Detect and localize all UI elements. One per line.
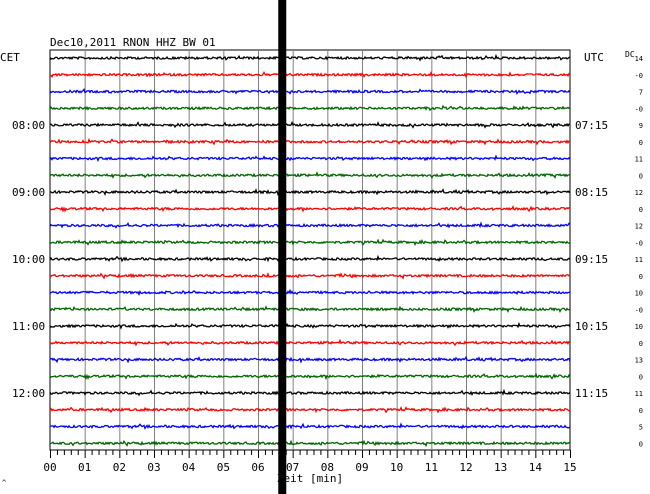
x-tick-label: 13	[494, 461, 507, 474]
grid-lines	[49, 49, 571, 451]
trace-line	[49, 171, 571, 180]
x-tick-label: 08	[321, 461, 334, 474]
dc-offset-label: 11	[635, 256, 643, 264]
left-timezone-label: CET	[0, 51, 20, 64]
dc-offset-label: 13	[635, 357, 643, 365]
trace-line	[49, 154, 571, 163]
dc-offset-label: 0	[639, 172, 643, 180]
dc-offset-label: 12	[635, 223, 643, 231]
trace-line	[49, 221, 571, 229]
right-timezone-label: UTC	[584, 51, 604, 64]
x-tick-label: 03	[147, 461, 160, 474]
trace-line	[49, 338, 571, 347]
dc-offset-label: 14	[635, 55, 643, 63]
trace-line	[49, 305, 571, 314]
seismic-traces: 14 -0 7 -0 9 0 11 0 12 0 12 -0 11 0 10 -0 10 0 13 0 11 0 5 0	[49, 53, 643, 448]
trace-line	[49, 372, 571, 381]
x-tick-label: 04	[182, 461, 196, 474]
left-time-label: 10:00	[12, 253, 45, 266]
trace-line	[49, 271, 571, 280]
dc-offset-label: 10	[635, 323, 643, 331]
right-time-label: 07:15	[575, 119, 608, 132]
x-tick-label: 02	[113, 461, 126, 474]
trace-line	[49, 137, 571, 146]
dc-offset-label: 10	[635, 290, 643, 298]
trace-line	[49, 120, 571, 129]
x-tick-label: 09	[355, 461, 368, 474]
trace-line	[49, 70, 571, 79]
dc-offset-label: 0	[639, 273, 643, 281]
trace-line	[49, 288, 571, 297]
trace-line	[49, 187, 571, 197]
trace-line	[49, 254, 571, 263]
dc-offset-label: 12	[635, 189, 643, 197]
x-tick-label: 05	[217, 461, 230, 474]
dc-offset-label: 11	[635, 156, 643, 164]
dc-offset-label: 7	[639, 89, 643, 97]
event-marker	[278, 0, 287, 494]
dc-offset-label: 0	[639, 139, 643, 147]
dc-offset-label: -0	[635, 306, 643, 314]
x-tick-label: 11	[425, 461, 438, 474]
dc-offset-label: 0	[639, 373, 643, 381]
trace-line	[49, 439, 571, 448]
trace-line	[49, 388, 571, 397]
trace-line	[49, 104, 571, 112]
right-time-label: 11:15	[575, 387, 608, 400]
corner-mark: ^	[2, 479, 6, 487]
dc-offset-label: 0	[639, 407, 643, 415]
trace-line	[49, 355, 571, 364]
x-tick-label: 06	[251, 461, 264, 474]
plot-frame	[49, 49, 571, 451]
dc-label: DC	[625, 50, 635, 59]
right-time-label: 10:15	[575, 320, 608, 333]
trace-line	[49, 204, 571, 213]
x-tick-label: 01	[78, 461, 91, 474]
x-tick-label: 10	[390, 461, 403, 474]
trace-line	[49, 238, 571, 247]
trace-line	[49, 53, 571, 62]
trace-line	[49, 422, 571, 430]
chart-title: Dec10,2011 RNON HHZ BW 01	[50, 36, 216, 49]
dc-offset-label: 9	[639, 122, 643, 130]
dc-offset-label: 0	[639, 440, 643, 448]
right-time-label: 09:15	[575, 253, 608, 266]
x-tick-label: 12	[459, 461, 472, 474]
dc-offset-label: -0	[635, 72, 643, 80]
left-time-label: 08:00	[12, 119, 45, 132]
left-time-label: 12:00	[12, 387, 45, 400]
time-labels: 08:00 07:15 09:00 08:15 10:00 09:15 11:00 10:15…	[12, 119, 608, 400]
left-time-label: 09:00	[12, 186, 45, 199]
trace-line	[49, 87, 571, 95]
x-axis-label: Zeit [min]	[277, 472, 343, 485]
trace-line	[49, 321, 571, 330]
x-tick-label: 07	[286, 461, 299, 474]
x-tick-label: 14	[529, 461, 543, 474]
x-tick-label: 00	[43, 461, 56, 474]
right-time-label: 08:15	[575, 186, 608, 199]
dc-offset-label: 11	[635, 390, 643, 398]
x-axis: 00 01 02 03 04 05 06 07 08 09 10 11 12 13 14 15	[43, 450, 577, 474]
dc-offset-label: 0	[639, 340, 643, 348]
dc-offset-label: -0	[635, 239, 643, 247]
left-time-label: 11:00	[12, 320, 45, 333]
dc-offset-label: -0	[635, 105, 643, 113]
dc-offset-label: 0	[639, 206, 643, 214]
x-tick-label: 15	[563, 461, 576, 474]
dc-offset-label: 5	[639, 424, 643, 432]
trace-line	[49, 406, 571, 414]
event-band	[278, 0, 287, 494]
